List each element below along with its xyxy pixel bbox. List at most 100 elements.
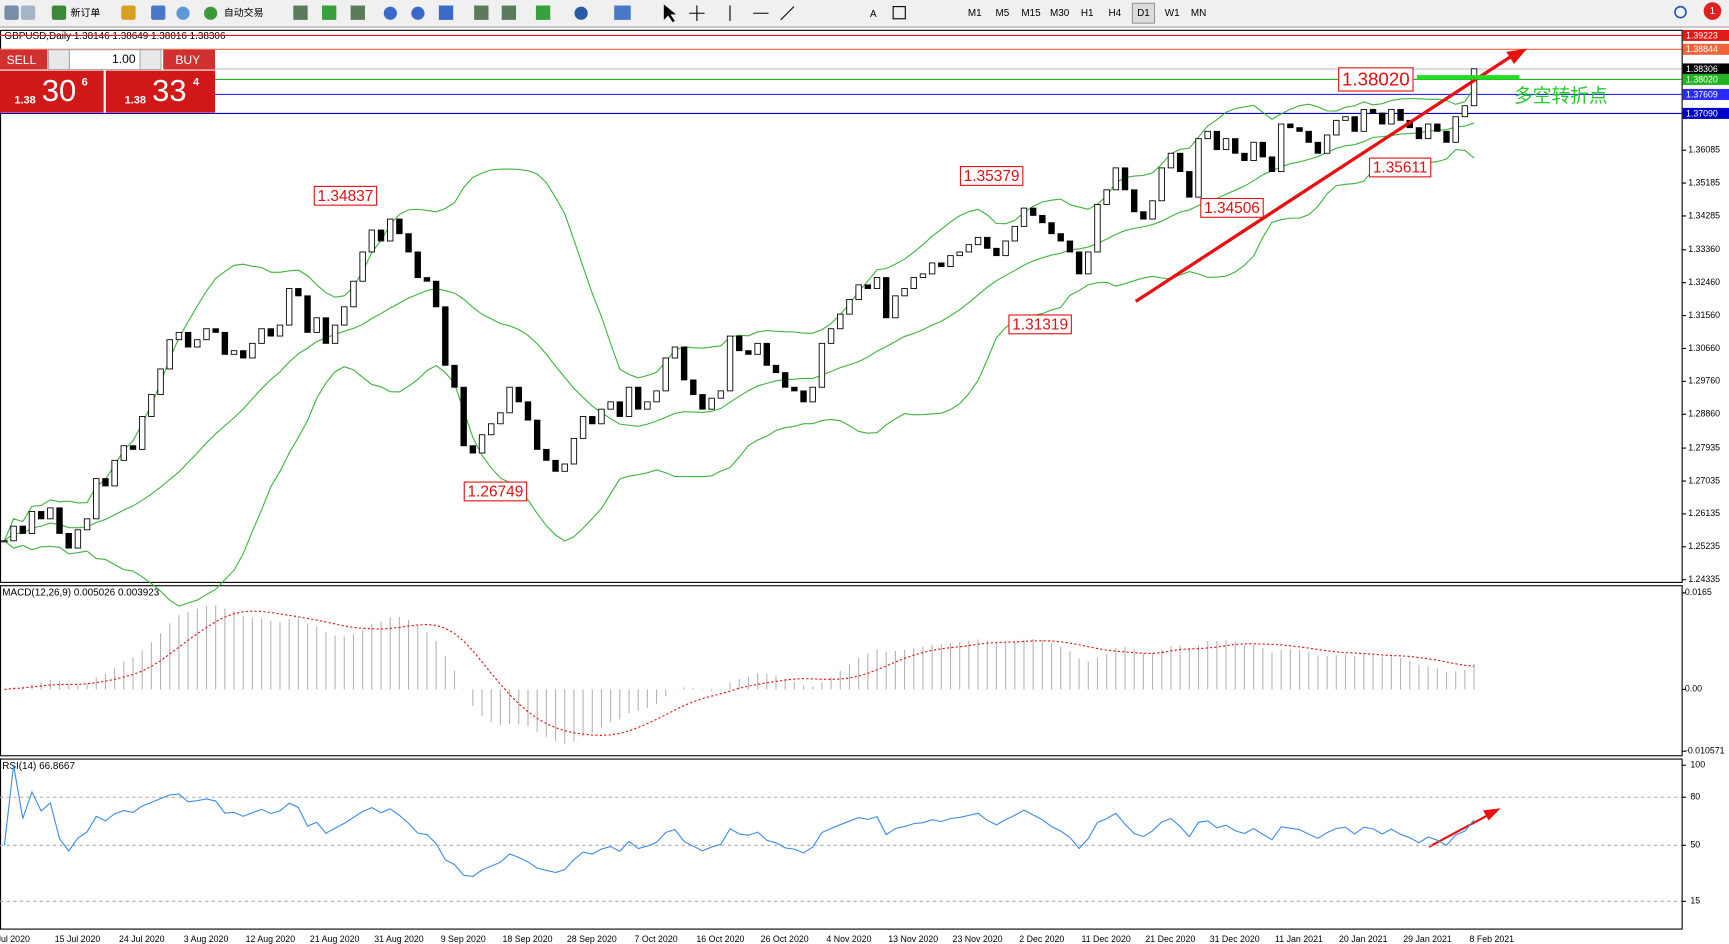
label-icon[interactable] [892,6,906,20]
rsi-header: RSI(14) 66.8667 [2,761,75,772]
icon[interactable] [574,6,588,20]
icon[interactable] [203,6,218,20]
icon[interactable] [293,5,308,20]
icon[interactable] [121,5,136,20]
y-tick-label: 1.34285 [1688,210,1720,220]
candle [285,288,293,326]
candle [1250,141,1257,162]
axes: 1.36085 1.35185 1.34285 1.33360 1.32460 1.315… [0,29,1729,944]
toolbar-button[interactable]: 自动交易 [224,6,264,19]
timeframe-button[interactable]: M5 [995,8,1009,19]
x-tick-label: 9 Sep 2020 [441,934,486,944]
sell-label[interactable]: SELL [7,53,37,67]
rsi-line [3,765,1475,877]
candle [634,386,642,410]
sell-price-box[interactable] [0,70,104,113]
candle [111,459,118,487]
icon[interactable] [474,5,489,20]
y-tick-label: 1.29760 [1688,376,1720,386]
icon[interactable] [438,5,454,20]
timeframe-button[interactable]: D1 [1137,8,1150,19]
sell-button[interactable] [0,49,48,70]
candle [1323,134,1331,154]
candle [138,416,146,450]
lot-up[interactable] [139,49,162,71]
x-tick-label: 31 Aug 2020 [374,934,424,944]
icon[interactable] [321,5,337,20]
icon[interactable] [151,5,166,20]
level-label: 1.37609 [1686,89,1718,99]
candle [212,328,219,333]
lot-down[interactable] [47,49,71,71]
cursor-icon[interactable] [663,4,676,23]
timeframe-button[interactable]: H1 [1081,8,1094,19]
toolbar-icons: A [4,2,1722,23]
level-label-box [1682,63,1729,75]
candle [781,372,789,388]
x-tick-label: 7 Oct 2020 [635,934,678,944]
icon[interactable] [614,5,631,20]
candle [791,386,798,392]
annotation-box [959,166,1024,186]
line-icons[interactable] [729,5,795,21]
candle [993,247,1000,257]
icon[interactable] [51,5,67,20]
toolbar-button[interactable]: 新订单 [71,6,101,19]
candle [249,342,256,359]
candle [1,540,8,543]
icon[interactable] [4,5,19,20]
icon[interactable] [350,5,365,20]
candle [1075,251,1083,275]
buy-price-box[interactable] [105,70,216,113]
x-tick-label: 18 Sep 2020 [503,934,553,944]
candle [1287,123,1294,129]
y-tick-label: 1.28860 [1688,409,1720,419]
crosshair-icon[interactable] [689,5,705,21]
buy-price-sup: 4 [193,77,200,89]
candle [1305,130,1312,143]
annotation-box [313,185,378,206]
icon[interactable] [383,6,397,20]
icon[interactable] [176,6,190,20]
candle [928,262,936,275]
timeframe-button[interactable]: H4 [1108,8,1121,19]
timeframe-active[interactable] [1131,2,1156,24]
y-tick-label: 1.31560 [1688,310,1720,320]
y-tick-label: 1.27935 [1688,442,1720,452]
x-tick-label: 11 Dec 2020 [1081,934,1130,944]
timeframe-button[interactable]: M15 [1021,8,1041,19]
candle [19,525,26,534]
notification-badge[interactable] [1703,2,1722,20]
icon[interactable] [501,5,517,20]
macd-signal [4,610,1475,736]
candle [1415,127,1423,140]
candle [1176,152,1184,172]
candle [1259,141,1266,158]
rsi-panel [0,758,1683,930]
timeframe-button[interactable]: MN [1191,8,1206,19]
annotation-label: 1.26749 [468,484,524,501]
price-panel [0,29,1683,583]
candle [396,218,403,235]
candle [194,339,201,348]
search-icon[interactable] [1674,5,1687,19]
icon[interactable] [20,5,36,20]
icon[interactable] [535,5,551,20]
lot-value[interactable]: 1.00 [112,52,136,66]
buy-label[interactable]: BUY [175,53,200,67]
timeframe-button[interactable]: M30 [1050,8,1070,19]
level-label: 1.38020 [1686,74,1718,84]
text-icon[interactable]: A [870,9,877,20]
timeframe-button[interactable]: W1 [1165,8,1180,19]
candle [1342,116,1349,121]
icon[interactable] [411,6,425,20]
timeframe-button[interactable]: M1 [968,8,982,19]
candle [533,419,541,450]
x-tick-label: 16 Oct 2020 [696,934,744,944]
buy-button[interactable] [163,49,216,70]
annotations: 1.34837 1.26749 1.35379 1.31319 1.34506 1.356… [313,67,1432,502]
candle [1039,214,1046,224]
candle [1360,108,1368,132]
level-label: 1.37090 [1686,108,1718,118]
candle [1397,108,1404,121]
